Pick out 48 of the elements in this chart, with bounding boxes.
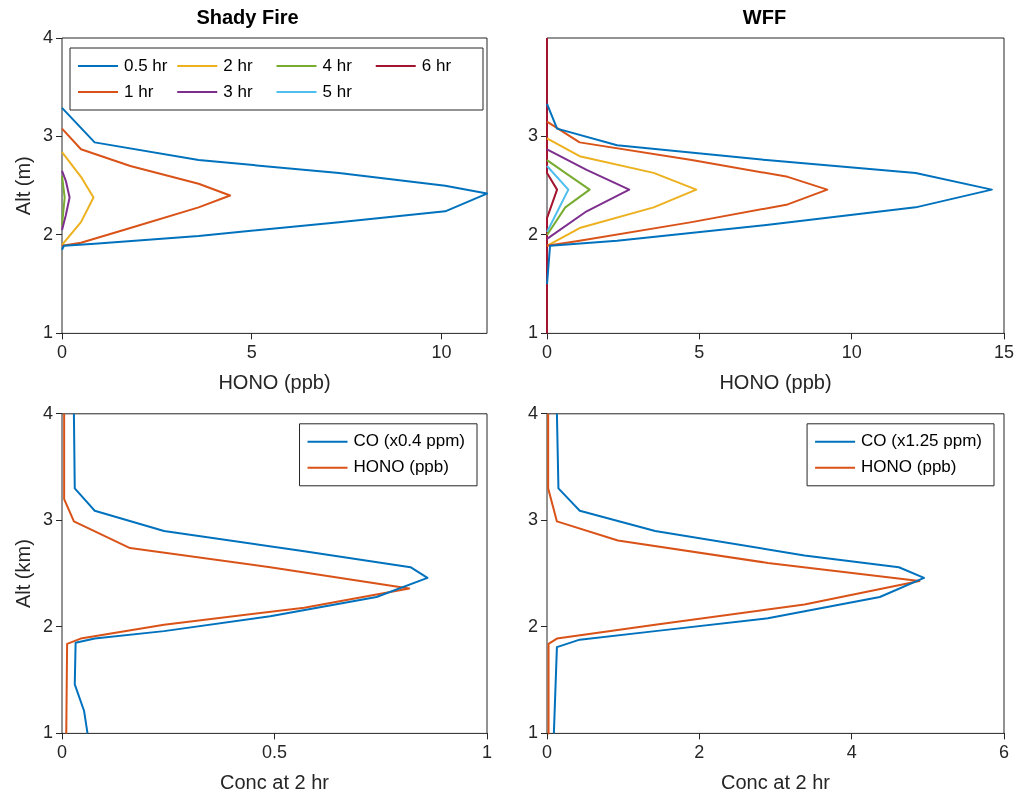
legend-label: CO (x1.25 ppm): [861, 431, 983, 451]
x-tick-label: 10: [431, 342, 452, 363]
y-tick-label: 2: [43, 615, 54, 636]
chart-title: Shady Fire: [196, 5, 299, 28]
legend-label: HONO (ppb): [353, 457, 449, 477]
legend-label: 2 hr: [223, 55, 253, 75]
legend-label: CO (x0.4 ppm): [353, 431, 466, 451]
y-tick-label: 3: [528, 125, 539, 146]
chart-title: WFF: [742, 5, 787, 28]
x-tick-label: 2: [694, 742, 705, 763]
x-tick-label: 0: [542, 742, 553, 763]
legend-label: 0.5 hr: [124, 55, 168, 75]
x-axis-title: HONO (ppb): [218, 370, 331, 393]
y-tick-label: 1: [528, 322, 539, 343]
x-axis-title: Conc at 2 hr: [220, 770, 330, 793]
legend-label: 3 hr: [223, 81, 253, 101]
y-tick-label: 4: [43, 402, 54, 423]
x-tick-label: 4: [846, 742, 857, 763]
y-axis-title: Alt (km): [11, 539, 34, 609]
x-tick-label: 10: [841, 342, 862, 363]
x-tick-label: 0.5: [261, 742, 288, 763]
y-tick-label: 2: [528, 615, 539, 636]
x-tick-label: 5: [246, 342, 257, 363]
x-tick-label: 6: [998, 742, 1010, 763]
legend-label: 5 hr: [322, 81, 353, 101]
y-axis-title: Alt (m): [11, 156, 34, 216]
x-axis-title: Conc at 2 hr: [721, 770, 831, 793]
x-tick-label: 0: [57, 342, 68, 363]
y-tick-label: 4: [43, 26, 54, 47]
x-tick-label: 5: [694, 342, 705, 363]
x-tick-label: 1: [481, 742, 493, 763]
x-axis-title: HONO (ppb): [719, 370, 832, 393]
y-tick-label: 3: [43, 509, 54, 530]
y-tick-label: 1: [528, 722, 539, 743]
legend-label: 6 hr: [421, 55, 452, 75]
y-tick-label: 3: [43, 125, 54, 146]
legend-label: HONO (ppb): [861, 457, 957, 477]
y-tick-label: 1: [43, 722, 54, 743]
y-tick-label: 1: [43, 322, 54, 343]
y-tick-label: 2: [528, 223, 539, 244]
y-tick-label: 2: [43, 223, 54, 244]
x-tick-label: 0: [57, 742, 68, 763]
y-tick-label: 3: [528, 509, 539, 530]
y-tick-label: 4: [528, 402, 539, 423]
legend-label: 4 hr: [322, 55, 353, 75]
x-tick-label: 15: [993, 342, 1015, 363]
x-tick-label: 0: [542, 342, 553, 363]
legend-label: 1 hr: [124, 81, 154, 101]
